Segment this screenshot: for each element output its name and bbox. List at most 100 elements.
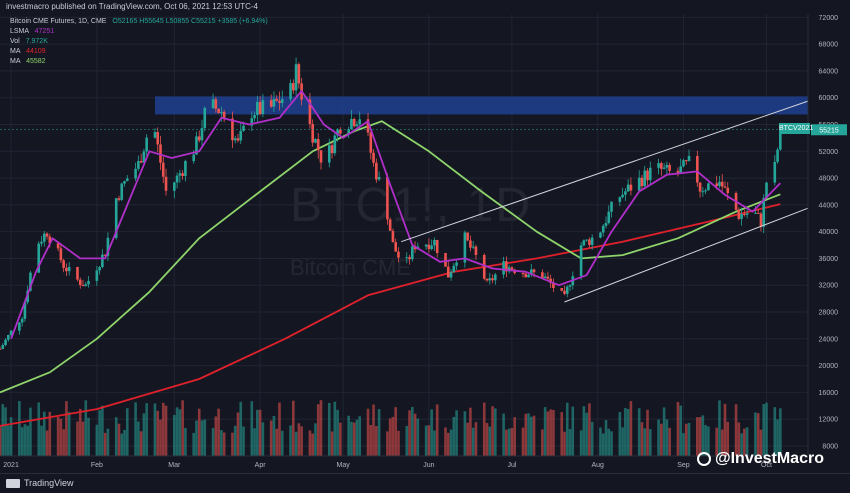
y-tick-label: 40000 [819,229,839,236]
candle-body [759,213,763,227]
candle-body [173,182,176,191]
volume-bar [48,411,52,456]
volume-bar [197,408,201,456]
volume-bar [269,420,273,456]
volume-bar [175,407,179,456]
candle-body [261,100,265,115]
candle-body [433,239,436,246]
volume-bar [416,418,420,456]
volume-bar [195,420,198,456]
volume-bar [618,412,622,456]
volume-bar [779,408,782,456]
candle-body [59,248,63,261]
resistance-zone [154,96,808,115]
candle-body [98,266,101,271]
legend-ma-slow[interactable]: MA 44109 [10,48,46,55]
candle-body [640,177,644,187]
symbol-title[interactable]: Bitcoin CME Futures, 1D, CME [10,18,107,25]
candle-body [256,101,259,115]
candle-body [485,278,489,281]
candle-body [278,100,281,104]
candle-body [377,176,381,180]
candle-body [579,245,583,277]
x-tick-label: Mar [168,462,181,469]
candle-body [629,184,633,191]
volume-bar [743,428,746,456]
volume-bar [444,427,447,456]
candle-body [720,181,724,187]
candle-body [1,345,5,349]
volume-bar [250,401,254,456]
candle-body [175,175,179,183]
volume-bar [507,428,511,456]
candle-body [211,99,215,109]
volume-bar [333,401,337,456]
legend-ma-fast[interactable]: MA 45582 [10,58,46,65]
candle-body [242,125,245,131]
volume-bar [449,429,453,456]
volume-bar [657,419,660,456]
volume-bar [139,431,143,456]
volume-bar [433,430,436,456]
candle-body [765,182,768,198]
volume-bar [59,418,63,456]
legend-lsma[interactable]: LSMA 47251 [10,28,55,35]
candle-body [292,83,295,91]
candle-body [745,213,749,215]
candle-body [529,269,533,275]
tradingview-logo-text: TradingView [24,478,74,488]
volume-bar [740,433,743,456]
candle-body [723,186,727,188]
candle-body [601,225,605,233]
volume-bar [236,412,240,456]
candle-body [682,160,685,167]
candle-body [197,136,201,141]
volume-bar [192,432,195,456]
candle-body [275,98,279,101]
volume-bar [142,413,146,456]
candle-body [662,167,666,169]
volume-bar [568,429,572,456]
candle-body [665,164,669,168]
volume-bar [253,428,256,456]
candle-body [78,279,82,285]
volume-bar [37,402,41,456]
candle-body [565,286,569,294]
volume-bar [474,422,478,456]
volume-bar [607,428,611,456]
volume-bar [579,430,583,456]
volume-bar [427,425,431,456]
legend-volume[interactable]: Vol 7.972K [10,38,48,45]
candle-body [87,280,90,285]
candle-body [352,118,356,127]
candle-body [643,170,647,187]
volume-bar [84,400,88,456]
volume-bar [217,408,220,456]
volume-bar [485,423,489,456]
candle-body [125,178,129,182]
volume-bar [610,431,613,456]
candle-body [471,246,475,248]
candle-body [0,348,2,350]
volume-bar [527,413,530,456]
volume-bar [726,421,730,456]
volume-bar [737,422,741,456]
candle-body [704,190,707,192]
volume-bar [679,405,683,456]
volume-bar [701,415,705,456]
volume-bar [734,404,738,456]
candle-body [184,161,187,176]
volume-bar [488,426,492,456]
volume-bar [424,425,428,456]
volume-bar [278,402,281,456]
candle-body [67,266,71,272]
candle-body [220,111,223,114]
volume-bar [369,425,373,456]
tradingview-logo[interactable]: TradingView [6,478,74,488]
volume-bar [377,409,381,456]
candle-body [37,243,41,273]
volume-bar [494,408,497,456]
volume-bar [502,413,505,456]
watermark-symbol: BTC1!, 1D [290,179,533,232]
